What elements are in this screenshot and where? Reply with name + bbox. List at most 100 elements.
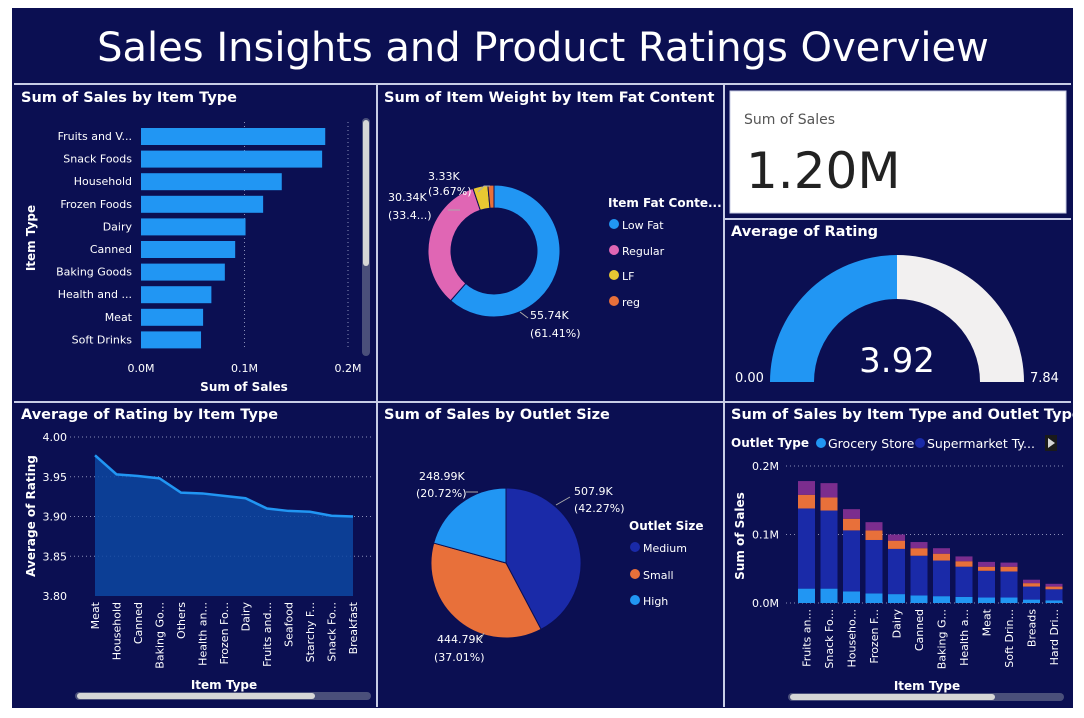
legend-title: Outlet Type (731, 436, 809, 450)
bar (141, 128, 326, 145)
panel-sales-by-item-type: Sum of Sales by Item Type Fruits and V..… (21, 90, 370, 394)
bar-segment (978, 597, 995, 603)
legend-item-grocery-store[interactable]: Grocery Store (828, 436, 915, 451)
scrollbar-thumb[interactable] (363, 120, 369, 266)
y-tick-label: 0.0M (752, 597, 779, 610)
gauge-min-label: 0.00 (735, 371, 764, 386)
horizontal-scrollbar[interactable] (75, 692, 371, 700)
legend-item-medium[interactable]: Medium (643, 542, 687, 555)
x-tick-label: 0.1M (231, 362, 258, 375)
legend-swatch (609, 270, 619, 280)
bar-segment (1000, 562, 1018, 567)
bar-segment (978, 566, 995, 571)
bar-segment (955, 566, 973, 597)
y-axis-title: Average of Rating (24, 455, 38, 577)
legend-next-button[interactable] (1045, 435, 1057, 451)
x-tick-label: Fruits an... (801, 609, 814, 667)
scrollbar-thumb[interactable] (77, 693, 315, 699)
bar-segment (888, 540, 905, 549)
y-tick-label: 3.85 (43, 550, 68, 563)
legend-swatch (816, 438, 826, 448)
legend: Medium Small High (630, 542, 687, 608)
bar-segment (1023, 599, 1040, 603)
legend-item-supermarket[interactable]: Supermarket Ty... (927, 436, 1035, 451)
data-label-lf: 3.33K (428, 170, 460, 183)
y-tick-label: 3.90 (43, 511, 68, 524)
y-tick-label: 3.80 (43, 590, 68, 603)
scrollbar-thumb[interactable] (790, 694, 995, 700)
bar-segment (820, 510, 838, 589)
legend-item-low-fat[interactable]: Low Fat (622, 219, 664, 232)
legend-swatch (630, 569, 640, 579)
data-labels: 248.99K (20.72%) 507.9K (42.27%) 444.79K… (416, 470, 625, 664)
x-tick-label: Baking Go... (154, 602, 167, 669)
category-label: Meat (105, 311, 133, 324)
data-label-high-pct: (20.72%) (416, 487, 467, 500)
legend-swatch (609, 219, 619, 229)
x-tick-label: Breakfast (347, 601, 360, 654)
bar (141, 263, 225, 281)
legend-item-lf[interactable]: LF (622, 270, 634, 283)
category-label: Snack Foods (63, 153, 132, 166)
x-axis-title: Item Type (894, 679, 960, 693)
x-tick-label: Frozen Fo... (218, 602, 231, 665)
x-tick-label: Dairy (891, 609, 904, 639)
bar-segment (865, 522, 883, 531)
panel-sales-by-outlet-size: Sum of Sales by Outlet Size 248.99K (20.… (384, 407, 704, 664)
data-label-small: 444.79K (437, 633, 483, 646)
legend-item-high[interactable]: High (643, 595, 668, 608)
panel-sales-by-item-and-outlet: Sum of Sales by Item Type and Outlet Typ… (731, 407, 1082, 701)
panel-separators (14, 85, 1071, 707)
panel-rating-by-item-type: Average of Rating by Item Type 4.00 3.95 3… (21, 407, 372, 700)
bar (141, 218, 246, 236)
x-tick-label: Household (111, 602, 124, 660)
legend-item-reg[interactable]: reg (622, 296, 640, 309)
area-series (94, 454, 354, 596)
bar-segment (1000, 571, 1018, 598)
bar-segment (978, 561, 995, 567)
panel-rating-gauge: Average of Rating 3.92 0.00 7.84 (731, 224, 1059, 386)
card-background (729, 90, 1067, 214)
x-tick-labels: 0.0M 0.1M 0.2M (128, 362, 362, 375)
data-label-regular: 30.34K (388, 191, 427, 204)
bar-segment (865, 539, 883, 594)
panel-item-weight-by-fat: Sum of Item Weight by Item Fat Content 3… (384, 90, 722, 340)
bar-segment (910, 595, 928, 603)
stacked-bars (798, 481, 1063, 603)
bar-segment (910, 555, 928, 596)
bar-segment (1045, 600, 1063, 603)
legend-item-regular[interactable]: Regular (622, 245, 665, 258)
x-tick-label: 0.2M (335, 362, 362, 375)
bar (141, 308, 204, 326)
x-tick-labels: Meat Household Canned Baking Go... Others Hea… (89, 601, 360, 668)
legend-swatch (609, 245, 619, 255)
data-label-lowfat: 55.74K (530, 309, 569, 322)
bar-segment (798, 588, 815, 603)
y-tick-labels: 0.2M 0.1M 0.0M (752, 460, 779, 610)
horizontal-scrollbar[interactable] (788, 693, 1064, 701)
bar-segment (888, 534, 905, 541)
bar-segment (910, 548, 928, 556)
bar-segment (1045, 589, 1063, 601)
data-label-lowfat-pct: (61.41%) (530, 327, 581, 340)
legend: Outlet Type Grocery Store Supermarket Ty… (731, 435, 1057, 451)
slice (505, 487, 582, 630)
bar-segment (843, 518, 860, 531)
panel-title: Sum of Sales by Item Type and Outlet Typ… (731, 407, 1082, 423)
vertical-scrollbar[interactable] (362, 118, 370, 356)
title-banner: Sales Insights and Product Ratings Overv… (97, 25, 989, 71)
x-tick-label: Canned (132, 602, 145, 644)
bar-segment (798, 508, 815, 589)
y-tick-label: 0.2M (752, 460, 779, 473)
gauge-fill (770, 255, 897, 382)
donut-slices (427, 184, 561, 318)
legend-item-small[interactable]: Small (643, 569, 674, 582)
data-label-small-pct: (37.01%) (434, 651, 485, 664)
legend-title: Item Fat Conte... (608, 196, 722, 210)
bar-segment (798, 481, 815, 495)
bar (141, 195, 264, 213)
bar-segment (933, 553, 950, 561)
slice (449, 184, 561, 318)
gauge (770, 255, 1024, 382)
legend-swatch (630, 595, 640, 605)
